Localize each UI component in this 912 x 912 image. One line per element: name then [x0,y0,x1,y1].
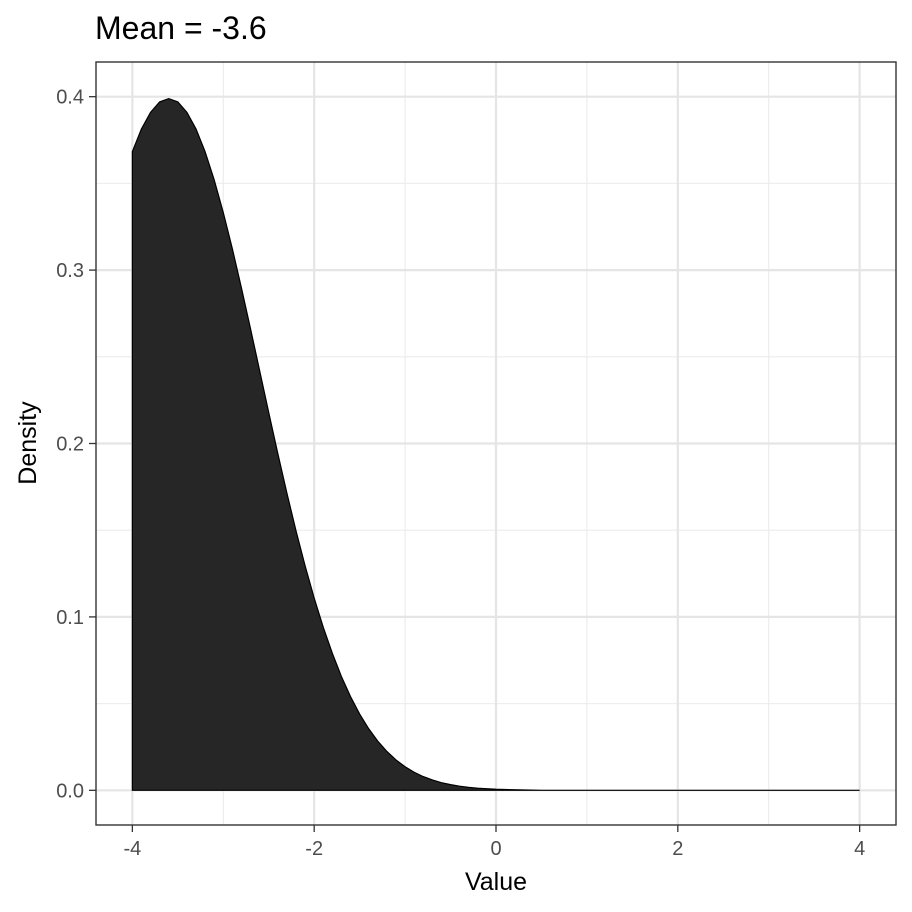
series-layer [131,97,860,791]
y-tick-label: 0.3 [56,260,84,282]
y-tick-label: 0.1 [56,607,84,629]
x-axis: -4 -2 0 2 4 [123,825,865,860]
density-area [131,97,860,791]
y-axis: 0.0 0.1 0.2 0.3 0.4 [56,87,96,802]
chart-title: Mean = -3.6 [95,10,267,46]
y-tick-label: 0.2 [56,434,84,456]
x-tick-label: -4 [123,838,141,860]
y-tick-label: 0.4 [56,87,84,109]
y-tick-label: 0.0 [56,780,84,802]
x-tick-label: -2 [305,838,323,860]
x-tick-label: 4 [854,838,865,860]
x-axis-title: Value [465,868,527,896]
plot-panel [95,61,897,826]
x-tick-label: 2 [672,838,683,860]
y-axis-title: Density [14,401,42,485]
x-tick-label: 0 [490,838,501,860]
